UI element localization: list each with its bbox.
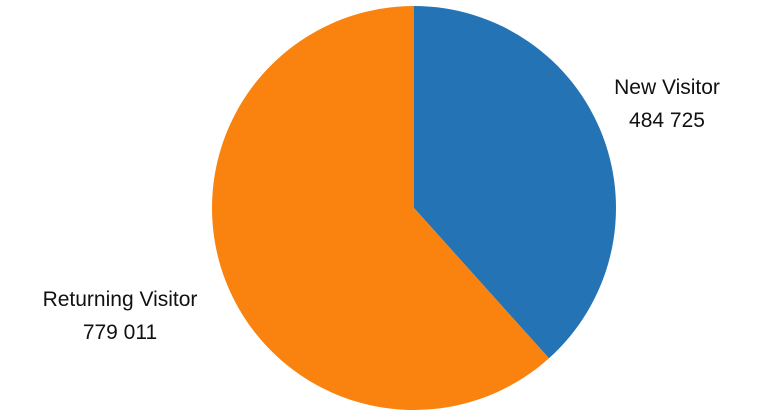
pie-slice-new-visitor <box>414 6 617 359</box>
pie-slice-returning-visitor <box>212 6 549 410</box>
slice-label-new-visitor: New Visitor <box>614 76 720 99</box>
slice-value-returning-visitor: 779 011 <box>83 321 157 344</box>
pie-slices <box>212 6 617 410</box>
slice-label-returning-visitor: Returning Visitor <box>43 288 198 311</box>
slice-value-new-visitor: 484 725 <box>629 109 705 132</box>
pie-labels: New Visitor 484 725 Returning Visitor 77… <box>43 76 720 344</box>
